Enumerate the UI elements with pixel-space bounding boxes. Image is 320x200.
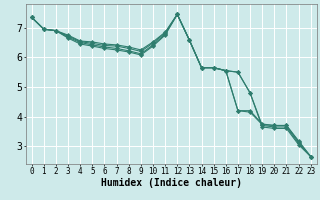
X-axis label: Humidex (Indice chaleur): Humidex (Indice chaleur) <box>101 178 242 188</box>
